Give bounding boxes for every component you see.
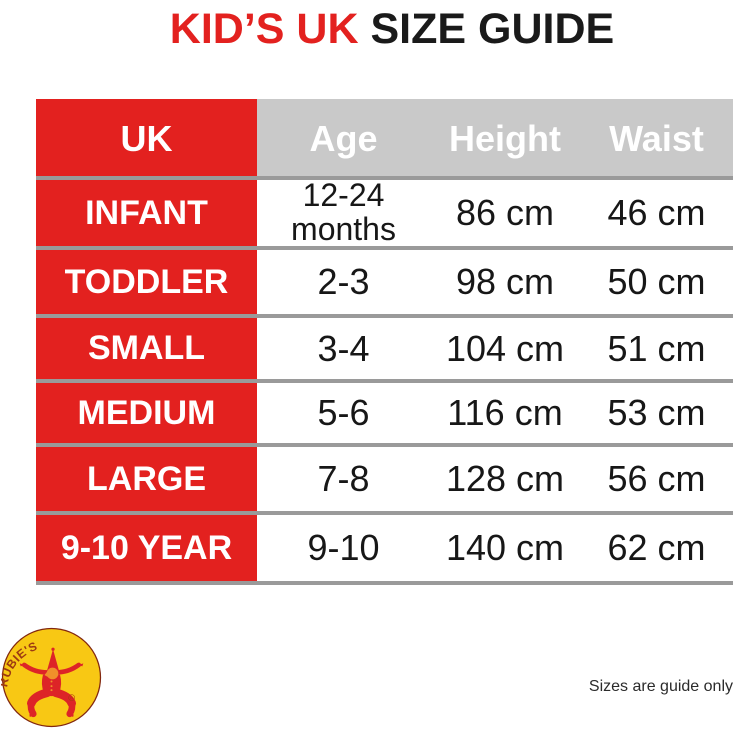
svg-text:R: R: [70, 696, 73, 700]
